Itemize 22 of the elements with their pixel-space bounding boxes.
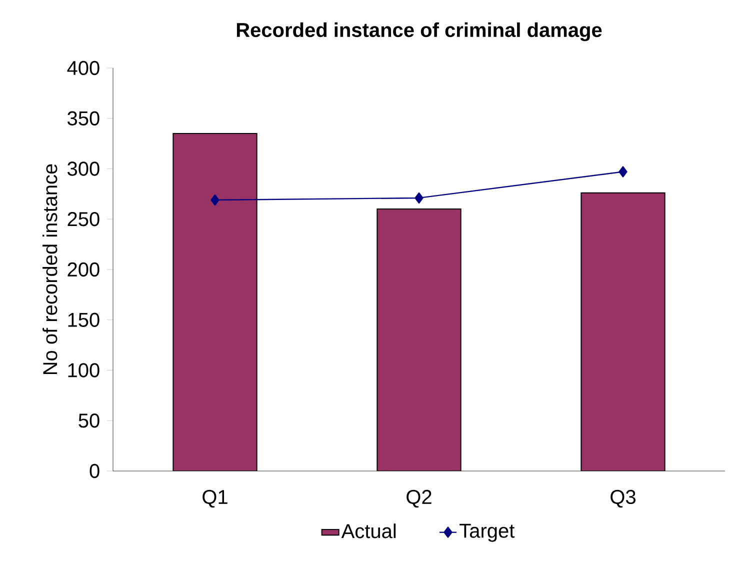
bar — [376, 208, 462, 471]
y-tick-label: 250 — [68, 212, 100, 226]
y-tick-label: 0 — [90, 464, 100, 478]
x-tick-label: Q3 — [610, 490, 636, 508]
y-tick-label: 150 — [68, 312, 100, 327]
y-tick-label: 350 — [68, 111, 100, 126]
chart-title: Recorded instance of criminal damage — [236, 22, 602, 42]
y-tick-label: 100 — [68, 363, 100, 378]
point — [618, 166, 628, 178]
y-axis-title: No of recorded instance — [42, 164, 58, 374]
y-tick-label: 400 — [67, 60, 100, 76]
legend-label: Actual — [341, 524, 396, 538]
x-tick-label: Q2 — [406, 490, 432, 508]
x-tick-label: Q1 — [202, 490, 228, 508]
point — [414, 192, 424, 204]
y-tick-label: 300 — [68, 162, 100, 176]
legend-label: Target — [460, 524, 515, 542]
y-tick-label: 50 — [78, 414, 100, 428]
y-tick-label: 200 — [68, 262, 100, 277]
point — [210, 194, 220, 206]
bar — [172, 132, 258, 471]
bar — [580, 192, 666, 471]
